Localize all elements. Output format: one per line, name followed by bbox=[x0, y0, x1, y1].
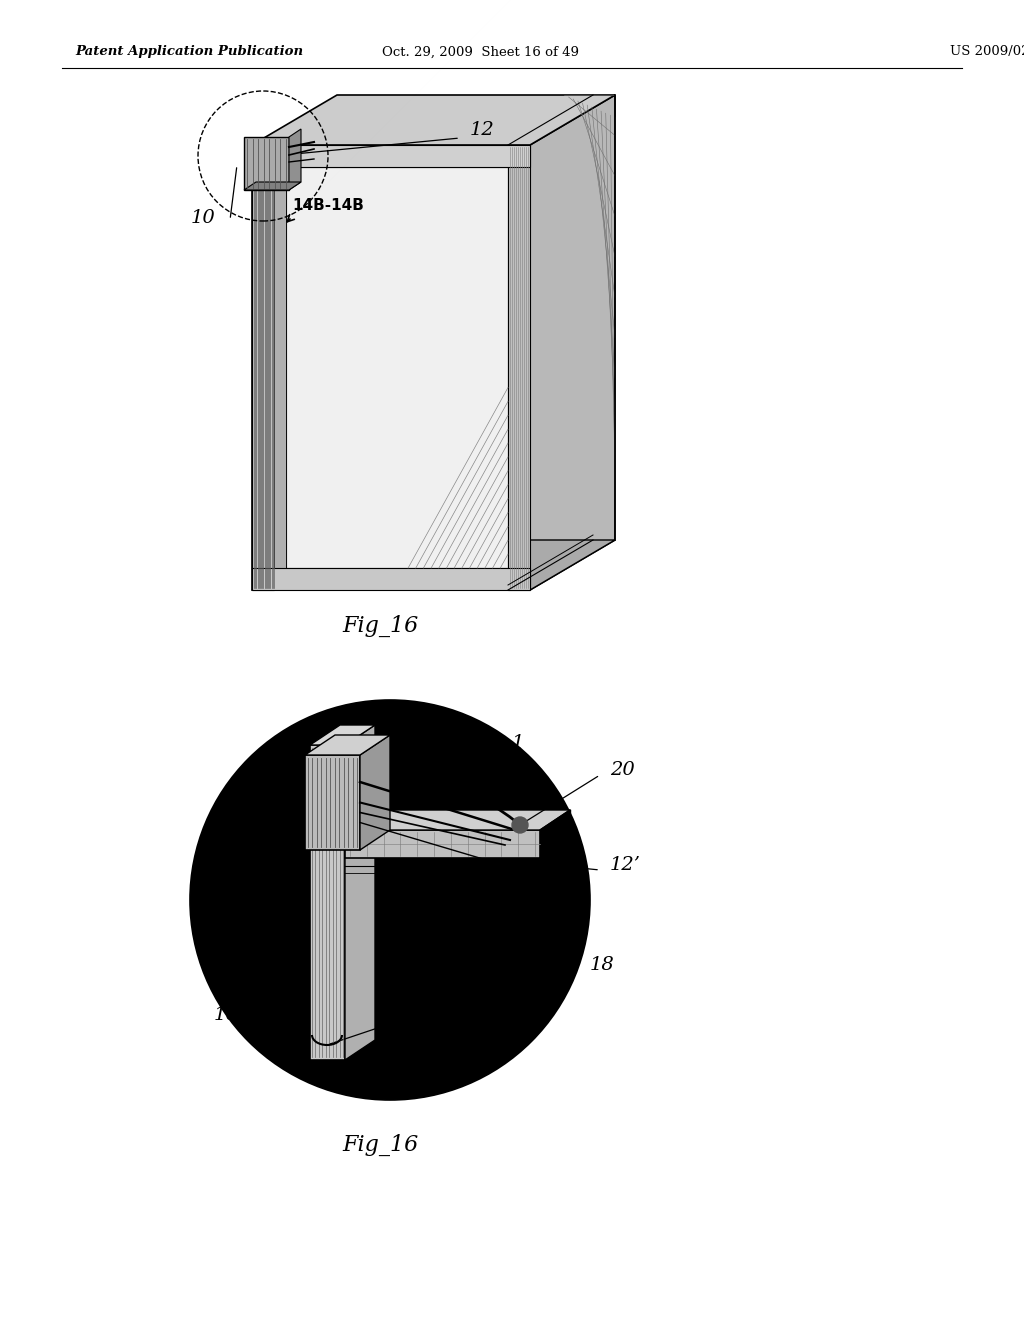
Circle shape bbox=[190, 700, 590, 1100]
Text: US 2009/0265992 A1: US 2009/0265992 A1 bbox=[950, 45, 1024, 58]
Polygon shape bbox=[530, 95, 615, 590]
Polygon shape bbox=[252, 145, 274, 590]
Text: Fig_16: Fig_16 bbox=[342, 1134, 418, 1156]
Text: 10: 10 bbox=[190, 209, 215, 227]
Text: Oct. 29, 2009  Sheet 16 of 49: Oct. 29, 2009 Sheet 16 of 49 bbox=[382, 45, 579, 58]
Polygon shape bbox=[305, 755, 360, 850]
Polygon shape bbox=[289, 129, 301, 190]
Text: 18: 18 bbox=[590, 956, 614, 974]
Polygon shape bbox=[252, 568, 530, 590]
Polygon shape bbox=[244, 182, 301, 190]
Polygon shape bbox=[345, 725, 375, 1060]
Text: Patent Application Publication: Patent Application Publication bbox=[75, 45, 303, 58]
Polygon shape bbox=[345, 830, 540, 858]
Circle shape bbox=[512, 817, 528, 833]
Polygon shape bbox=[360, 735, 390, 850]
Text: 10: 10 bbox=[213, 1006, 238, 1024]
Polygon shape bbox=[286, 168, 508, 568]
Polygon shape bbox=[305, 735, 390, 755]
Text: 1: 1 bbox=[512, 734, 524, 752]
Text: Fig_16: Fig_16 bbox=[342, 615, 418, 638]
Polygon shape bbox=[252, 145, 530, 590]
Polygon shape bbox=[252, 145, 530, 168]
Polygon shape bbox=[345, 810, 570, 830]
Polygon shape bbox=[508, 145, 530, 590]
Polygon shape bbox=[274, 145, 286, 590]
Polygon shape bbox=[244, 137, 289, 190]
Text: 20: 20 bbox=[610, 762, 635, 779]
Text: 14B-14B: 14B-14B bbox=[292, 198, 364, 213]
Text: 12’: 12’ bbox=[610, 855, 641, 874]
Text: 12: 12 bbox=[470, 121, 495, 139]
Polygon shape bbox=[310, 725, 375, 744]
Polygon shape bbox=[252, 95, 615, 145]
Polygon shape bbox=[252, 540, 615, 590]
Polygon shape bbox=[310, 744, 345, 1060]
